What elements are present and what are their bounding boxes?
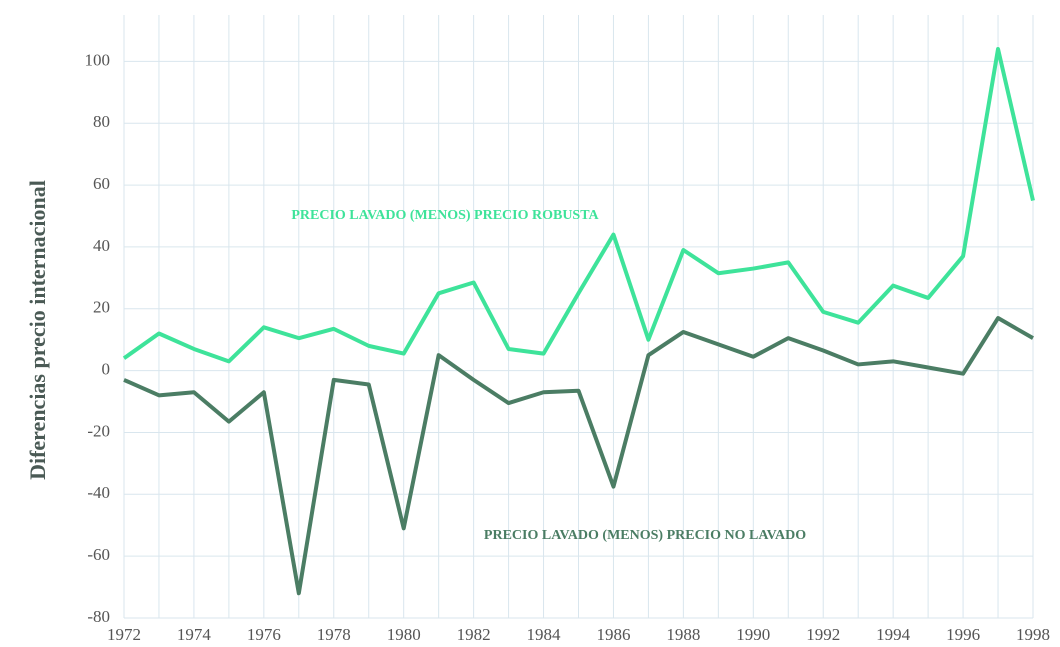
y-tick-label: 20 [93,298,110,317]
y-tick-label: 60 [93,174,110,193]
y-tick-label: 100 [85,50,111,69]
y-tick-label: -20 [87,421,110,440]
x-tick-label: 1972 [107,625,141,644]
series-line [123,316,1034,596]
y-tick-label: -60 [87,545,110,564]
y-axis-label: Diferencias precio internacional [25,180,50,480]
x-tick-label: 1996 [946,625,980,644]
y-tick-label: 0 [102,360,111,379]
x-tick-label: 1982 [457,625,491,644]
x-tick-label: 1998 [1016,625,1050,644]
x-tick-label: 1992 [806,625,840,644]
series-label: PRECIO LAVADO (MENOS) PRECIO NO LAVADO [484,528,806,543]
y-tick-label: -40 [87,483,110,502]
x-tick-label: 1988 [666,625,700,644]
series-label: PRECIO LAVADO (MENOS) PRECIO ROBUSTA [291,208,599,223]
y-tick-label: 80 [93,112,110,131]
y-tick-label: -80 [87,607,110,626]
series-line [122,47,1035,364]
x-tick-label: 1976 [247,625,281,644]
x-tick-label: 1994 [876,625,911,644]
x-tick-label: 1984 [527,625,562,644]
y-tick-label: 40 [93,236,110,255]
x-tick-label: 1974 [177,625,212,644]
x-tick-label: 1990 [736,625,770,644]
x-tick-label: 1978 [317,625,351,644]
x-tick-label: 1986 [596,625,630,644]
x-tick-label: 1980 [387,625,421,644]
